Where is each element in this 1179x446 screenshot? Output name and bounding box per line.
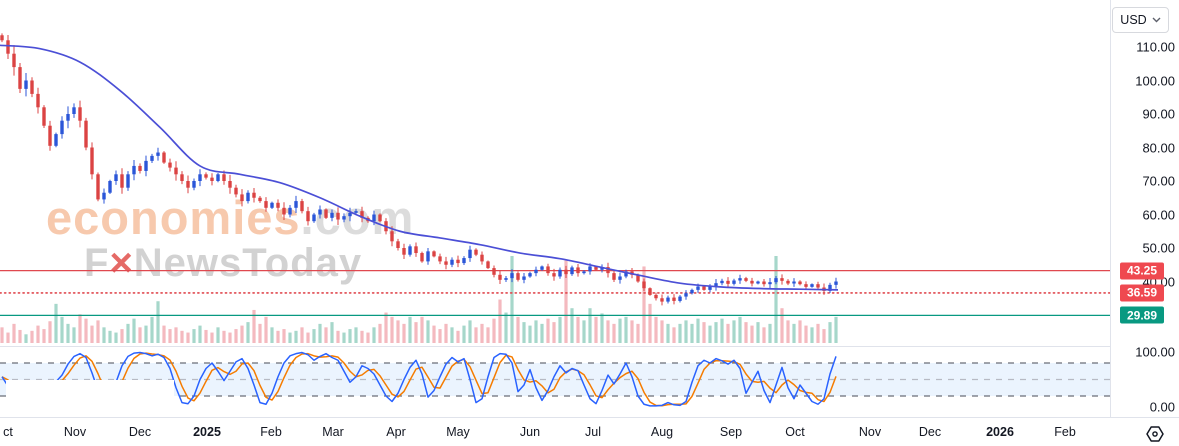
osc-tick-label: 0.00: [1149, 399, 1175, 415]
time-axis-label: Oct: [785, 425, 805, 439]
price-tick-label: 90.00: [1142, 106, 1175, 122]
price-chart-svg[interactable]: [0, 0, 1110, 417]
currency-selector[interactable]: USD: [1112, 7, 1169, 33]
time-axis-label: Dec: [918, 425, 942, 439]
candles: [0, 33, 838, 306]
time-axis-label: Feb: [1054, 425, 1076, 439]
time-axis-label: Dec: [128, 425, 152, 439]
settings-button[interactable]: [1143, 423, 1167, 445]
time-axis-label: Jun: [519, 425, 541, 439]
price-scale[interactable]: 110.00 100.00 90.00 80.00 70.00 60.00 50.00 40.…: [1110, 0, 1179, 446]
chevron-down-icon: [1152, 17, 1161, 23]
volume-bars: [0, 256, 838, 343]
time-axis-label: Jul: [585, 425, 601, 439]
time-axis-label: Nov: [63, 425, 87, 439]
price-tick-label: 70.00: [1142, 173, 1175, 189]
stoch-k-line: [1, 351, 837, 407]
price-tick-label: 100.00: [1135, 73, 1175, 89]
time-axis-label: May: [446, 425, 470, 439]
time-axis-label: Nov: [858, 425, 882, 439]
time-axis-label: 2026: [986, 425, 1014, 439]
time-axis-label: ct: [3, 425, 13, 439]
time-axis-label: 2025: [193, 425, 221, 439]
settings-icon: [1146, 426, 1164, 442]
time-axis-label: Aug: [650, 425, 674, 439]
price-level-badge[interactable]: 29.89: [1120, 306, 1164, 324]
legend-mask: [6, 380, 174, 410]
price-tick-label: 60.00: [1142, 207, 1175, 223]
time-axis-label: Apr: [386, 425, 406, 439]
time-axis-label: Mar: [322, 425, 344, 439]
time-axis-label: Feb: [260, 425, 282, 439]
price-tick-label: 80.00: [1142, 140, 1175, 156]
chart-canvas[interactable]: economies.com F×NewsToday: [0, 0, 1110, 417]
price-level-badge[interactable]: 43.25: [1120, 262, 1164, 280]
price-tick-label: 50.00: [1142, 240, 1175, 256]
price-level-badge[interactable]: 36.59: [1120, 284, 1164, 302]
price-tick-label: 110.00: [1136, 39, 1175, 55]
time-scale[interactable]: ct Nov Dec 2025 Feb Mar Apr May Jun Jul Aug Sep Oct N…: [0, 417, 1179, 446]
moving-average-line: [0, 44, 839, 291]
osc-tick-label: 100.00: [1135, 344, 1175, 360]
currency-label: USD: [1120, 13, 1147, 27]
time-axis-label: Sep: [719, 425, 743, 439]
